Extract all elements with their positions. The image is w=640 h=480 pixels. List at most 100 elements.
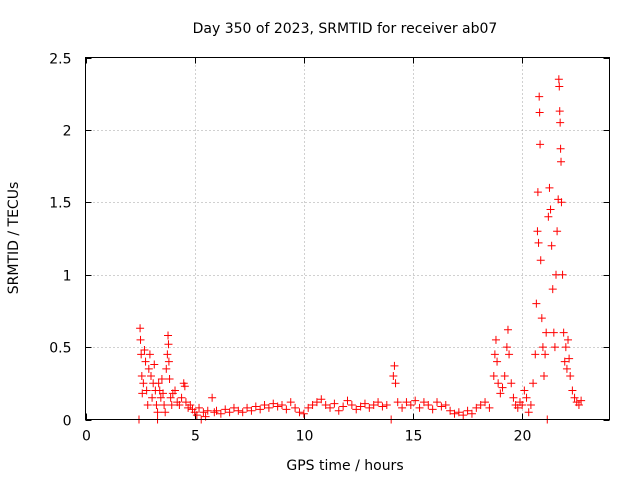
data-point [520, 386, 529, 395]
data-point [560, 357, 569, 366]
data-point [181, 398, 190, 407]
data-point [154, 379, 163, 388]
data-point [210, 408, 219, 417]
data-point [164, 331, 173, 340]
data-point [212, 406, 221, 415]
data-point [577, 396, 586, 405]
data-point [507, 379, 516, 388]
chart-title: Day 350 of 2023, SRMTID for receiver ab0… [193, 21, 498, 37]
data-points [134, 75, 586, 424]
data-point [549, 328, 558, 337]
data-point [321, 401, 330, 410]
data-point [544, 212, 553, 221]
data-point [398, 403, 407, 412]
y-tick-label: 0.5 [49, 341, 71, 357]
data-point [142, 386, 151, 395]
x-tick-label: 5 [191, 429, 200, 445]
data-point [282, 405, 291, 414]
data-point [489, 372, 498, 381]
data-point [180, 382, 189, 391]
data-point [160, 401, 169, 410]
data-point [137, 350, 146, 359]
y-tick-label: 0 [63, 414, 72, 430]
x-tick-label: 0 [82, 429, 91, 445]
data-point [225, 408, 234, 417]
data-point [553, 227, 562, 236]
data-point [192, 411, 201, 420]
y-tick-label: 1.5 [49, 196, 71, 212]
data-point [467, 409, 476, 418]
data-point [547, 241, 556, 250]
data-point [390, 361, 399, 370]
data-point [565, 354, 574, 363]
data-point [330, 399, 339, 408]
x-tick-label: 10 [296, 429, 314, 445]
data-point [490, 350, 499, 359]
data-point [166, 393, 175, 402]
data-point [568, 386, 577, 395]
data-point [144, 364, 153, 373]
data-point [562, 364, 571, 373]
x-tick-label: 15 [405, 429, 423, 445]
data-point [291, 403, 300, 412]
data-point [195, 403, 204, 412]
data-point [186, 401, 195, 410]
data-point [556, 144, 565, 153]
data-point [555, 82, 564, 91]
data-point [199, 408, 208, 417]
data-point [518, 401, 527, 410]
data-point [491, 335, 500, 344]
data-point [150, 360, 159, 369]
data-point [378, 402, 387, 411]
data-point [541, 350, 550, 359]
data-point [503, 325, 512, 334]
data-point [428, 405, 437, 414]
data-point [454, 408, 463, 417]
data-point [540, 372, 548, 381]
data-point [533, 188, 542, 197]
data-point [286, 398, 295, 407]
data-point [502, 343, 511, 352]
data-point [481, 398, 490, 407]
data-point [559, 328, 568, 337]
data-point [177, 393, 186, 402]
data-point [147, 372, 155, 381]
data-point [369, 401, 378, 410]
data-point [167, 401, 176, 410]
data-point [140, 345, 149, 354]
data-point [557, 198, 566, 207]
data-point [509, 393, 518, 402]
data-point [476, 401, 485, 410]
data-point [459, 411, 468, 420]
data-point [433, 398, 442, 407]
data-point [238, 408, 247, 417]
data-point [221, 405, 230, 414]
data-point [145, 350, 154, 359]
data-point [555, 107, 564, 116]
data-point [159, 389, 168, 398]
x-axis-label: GPS time / hours [286, 458, 403, 474]
data-point [312, 398, 321, 407]
data-point [526, 401, 535, 410]
data-point [165, 374, 174, 383]
data-point [505, 350, 514, 359]
data-point [531, 350, 540, 359]
data-point [419, 398, 428, 407]
data-point [557, 157, 566, 166]
data-point [493, 357, 502, 366]
y-tick-label: 1 [63, 269, 72, 285]
data-point [148, 393, 157, 402]
data-point [546, 205, 555, 214]
data-point [402, 398, 411, 407]
data-point [548, 285, 557, 294]
data-point [538, 343, 547, 352]
data-point [347, 401, 356, 410]
data-point [533, 227, 542, 236]
data-point [542, 328, 551, 337]
data-point [494, 379, 503, 388]
data-point [411, 396, 420, 405]
data-point [175, 401, 184, 410]
data-point [156, 393, 165, 402]
data-point [234, 406, 243, 415]
